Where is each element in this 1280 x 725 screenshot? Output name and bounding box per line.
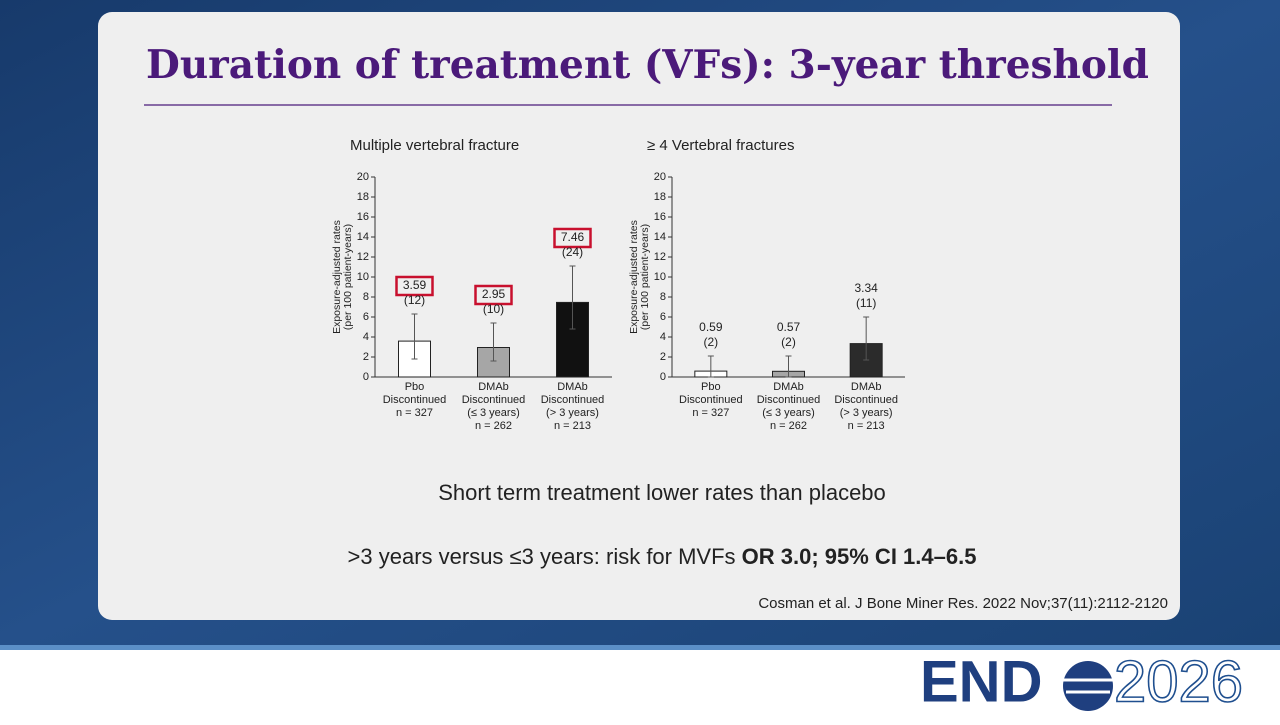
value-label: 7.46 (561, 230, 585, 244)
y-tick-label: 8 (660, 291, 666, 303)
x-tick-label: Discontinued (679, 394, 743, 406)
y-axis-label: Exposure-adjusted rates (331, 220, 343, 334)
y-tick-label: 6 (660, 311, 666, 323)
x-tick-label: n = 262 (770, 420, 807, 432)
footer-stripe (0, 645, 1280, 650)
event-label: (24) (562, 245, 583, 259)
body-text: >3 years versus ≤3 years: risk for MVFs (348, 544, 742, 569)
event-label: (11) (856, 296, 876, 310)
x-tick-label: Discontinued (541, 394, 605, 406)
y-tick-label: 0 (660, 371, 666, 383)
y-tick-label: 14 (357, 231, 369, 243)
y-tick-label: 10 (654, 271, 666, 283)
y-tick-label: 12 (357, 251, 369, 263)
event-label: (2) (781, 335, 796, 349)
body-bold: OR 3.0; 95% CI 1.4–6.5 (742, 544, 977, 569)
y-tick-label: 4 (660, 331, 666, 343)
value-label: 2.95 (482, 287, 506, 301)
y-tick-label: 18 (357, 191, 369, 203)
y-axis-label: (per 100 patient-years) (639, 224, 651, 330)
x-tick-label: (≤ 3 years) (467, 407, 520, 419)
y-tick-label: 2 (363, 351, 369, 363)
event-label: (2) (703, 335, 718, 349)
x-tick-label: Discontinued (383, 394, 447, 406)
y-axis-label: Exposure-adjusted rates (628, 220, 640, 334)
body-line: Short term treatment lower rates than pl… (438, 480, 886, 505)
event-label: (12) (404, 293, 425, 307)
x-tick-label: Discontinued (834, 394, 898, 406)
x-tick-label: Pbo (405, 381, 425, 393)
y-tick-label: 20 (357, 171, 369, 183)
y-tick-label: 12 (654, 251, 666, 263)
chart-title: Multiple vertebral fracture (350, 137, 519, 154)
x-tick-label: n = 213 (848, 420, 885, 432)
y-tick-label: 10 (357, 271, 369, 283)
card (98, 12, 1180, 620)
x-tick-label: (> 3 years) (546, 407, 599, 419)
logo-globe (1063, 661, 1113, 711)
y-tick-label: 16 (357, 211, 369, 223)
x-tick-label: n = 327 (692, 407, 729, 419)
logo-year: 2026 (1114, 649, 1243, 714)
y-tick-label: 2 (660, 351, 666, 363)
x-tick-label: n = 262 (475, 420, 512, 432)
logo-text: END (920, 649, 1042, 714)
x-tick-label: DMAb (773, 381, 804, 393)
y-axis-label: (per 100 patient-years) (342, 224, 354, 330)
y-tick-label: 0 (363, 371, 369, 383)
y-tick-label: 4 (363, 331, 369, 343)
y-tick-label: 20 (654, 171, 666, 183)
x-tick-label: (≤ 3 years) (762, 407, 815, 419)
x-tick-label: DMAb (851, 381, 882, 393)
event-label: (10) (483, 302, 504, 316)
x-tick-label: Discontinued (757, 394, 821, 406)
value-label: 3.59 (403, 278, 427, 292)
x-tick-label: n = 327 (396, 407, 433, 419)
highlight-box (395, 275, 434, 297)
slide-title: Duration of treatment (VFs): 3-year thre… (146, 42, 1149, 88)
y-tick-label: 16 (654, 211, 666, 223)
value-label: 0.57 (777, 320, 801, 334)
y-tick-label: 18 (654, 191, 666, 203)
value-label: 3.34 (854, 281, 878, 295)
x-tick-label: n = 213 (554, 420, 591, 432)
x-tick-label: Pbo (701, 381, 721, 393)
y-tick-label: 14 (654, 231, 666, 243)
value-label: 0.59 (699, 320, 723, 334)
chart-title: ≥ 4 Vertebral fractures (647, 137, 794, 154)
highlight-box (553, 227, 592, 249)
x-tick-label: (> 3 years) (840, 407, 893, 419)
y-tick-label: 6 (363, 311, 369, 323)
highlight-box (474, 284, 513, 306)
x-tick-label: DMAb (557, 381, 588, 393)
x-tick-label: DMAb (478, 381, 509, 393)
x-tick-label: Discontinued (462, 394, 526, 406)
citation: Cosman et al. J Bone Miner Res. 2022 Nov… (758, 595, 1168, 612)
body-line: >3 years versus ≤3 years: risk for MVFs … (348, 544, 977, 569)
y-tick-label: 8 (363, 291, 369, 303)
